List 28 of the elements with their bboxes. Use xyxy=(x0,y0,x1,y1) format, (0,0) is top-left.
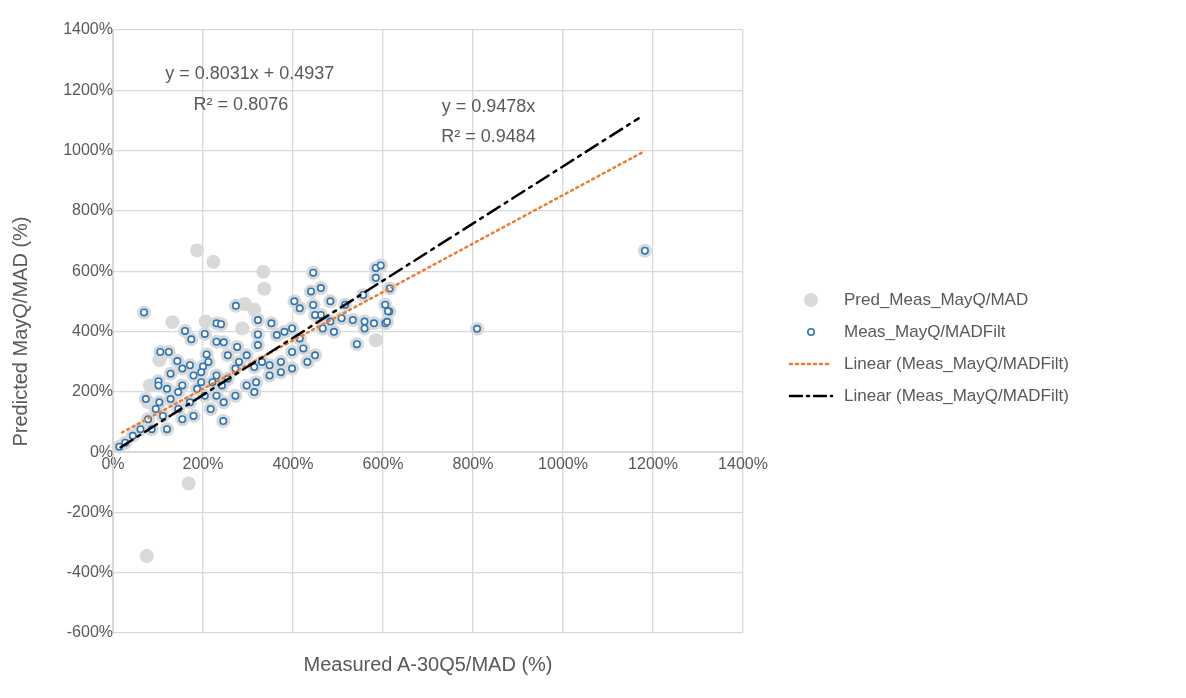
y-tick-label: 400% xyxy=(72,321,113,339)
x-tick-label: 400% xyxy=(272,455,314,473)
x-tick-label: 800% xyxy=(452,455,494,473)
x-tick-label: 1000% xyxy=(538,455,588,473)
y-tick-label: 200% xyxy=(72,382,113,400)
annotation: y = 0.9478x xyxy=(441,96,536,117)
x-tick-label: 0% xyxy=(101,455,125,473)
legend-label: Linear (Meas_MayQ/MADFilt) xyxy=(844,386,1069,406)
annotation: R² = 0.8076 xyxy=(193,94,289,115)
y-tick-label: 1400% xyxy=(63,20,113,38)
y-tick-label: -400% xyxy=(66,563,113,581)
legend-label: Meas_MayQ/MADFilt xyxy=(844,322,1006,342)
x-tick-label: 1400% xyxy=(718,455,768,473)
y-tick-label: 800% xyxy=(72,201,113,219)
legend-label: Pred_Meas_MayQ/MAD xyxy=(844,290,1029,310)
y-tick-label: -200% xyxy=(66,502,113,520)
x-axis-title: Measured A-30Q5/MAD (%) xyxy=(303,652,553,675)
x-tick-label: 1200% xyxy=(628,455,678,473)
y-tick-label: -600% xyxy=(66,623,113,641)
y-axis-title: Predicted MayQ/MAD (%) xyxy=(8,216,31,447)
annotation: R² = 0.9484 xyxy=(441,126,536,147)
y-tick-label: 600% xyxy=(72,261,113,279)
annotation: y = 0.8031x + 0.4937 xyxy=(165,62,335,83)
x-tick-label: 600% xyxy=(362,455,404,473)
y-tick-label: 1200% xyxy=(63,80,113,98)
y-tick-label: 1000% xyxy=(63,141,113,159)
x-tick-label: 200% xyxy=(182,455,224,473)
legend-label: Linear (Meas_MayQ/MADFilt) xyxy=(844,354,1069,374)
